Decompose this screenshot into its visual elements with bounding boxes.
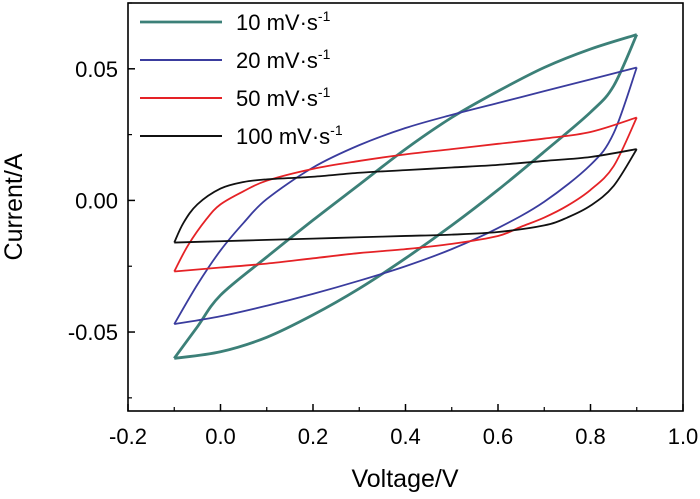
series-1-loop bbox=[173, 33, 639, 360]
legend-label-superscript: -1 bbox=[318, 8, 331, 24]
plot-frame bbox=[127, 2, 684, 412]
y-tick-label: -0.05 bbox=[68, 320, 118, 345]
x-tick-label: 0.4 bbox=[390, 424, 421, 449]
x-tick-label: 0.6 bbox=[483, 424, 514, 449]
legend-label-text: 100 mV·s bbox=[236, 124, 330, 149]
y-tick-label: 0.05 bbox=[75, 57, 118, 82]
series-4-anodic-sweep bbox=[173, 148, 637, 243]
series-3-cathodic-sweep bbox=[174, 117, 638, 273]
legend-label-superscript: -1 bbox=[318, 84, 331, 100]
series-3-anodic-sweep bbox=[173, 116, 638, 272]
y-tick-label: 0.00 bbox=[75, 188, 118, 213]
legend-label-text: 10 mV·s bbox=[236, 10, 318, 35]
x-tick-label: 0.2 bbox=[298, 424, 329, 449]
legend-label-superscript: -1 bbox=[318, 46, 331, 62]
legend-label: 10 mV·s-1 bbox=[236, 8, 331, 35]
y-axis-ticks: -0.05 0.00 0.05 bbox=[68, 2, 135, 399]
series-4-cathodic-sweep bbox=[174, 148, 638, 244]
legend-label-superscript: -1 bbox=[330, 122, 343, 138]
series-2-loop bbox=[173, 66, 638, 326]
series-4-loop bbox=[173, 148, 638, 244]
legend-label: 100 mV·s-1 bbox=[236, 122, 343, 149]
y-axis-label: Current/A bbox=[0, 153, 28, 260]
series-2-cathodic-sweep bbox=[174, 67, 638, 326]
x-axis-label: Voltage/V bbox=[351, 465, 458, 493]
legend-label: 50 mV·s-1 bbox=[236, 84, 331, 111]
series-3-loop bbox=[173, 116, 638, 273]
x-tick-label: 0.0 bbox=[205, 424, 236, 449]
legend-label-text: 50 mV·s bbox=[236, 86, 318, 111]
legend-label: 20 mV·s-1 bbox=[236, 46, 331, 73]
legend-label-text: 20 mV·s bbox=[236, 48, 318, 73]
series-layer bbox=[173, 33, 639, 360]
x-axis-ticks: -0.2 0.0 0.2 0.4 0.6 0.8 1.0 bbox=[109, 404, 698, 449]
x-tick-label: 1.0 bbox=[668, 424, 699, 449]
series-1-anodic-sweep bbox=[173, 33, 638, 360]
series-1-cathodic-sweep bbox=[174, 34, 639, 360]
x-tick-label: -0.2 bbox=[109, 424, 147, 449]
series-2-anodic-sweep bbox=[173, 66, 637, 325]
x-tick-label: 0.8 bbox=[575, 424, 606, 449]
